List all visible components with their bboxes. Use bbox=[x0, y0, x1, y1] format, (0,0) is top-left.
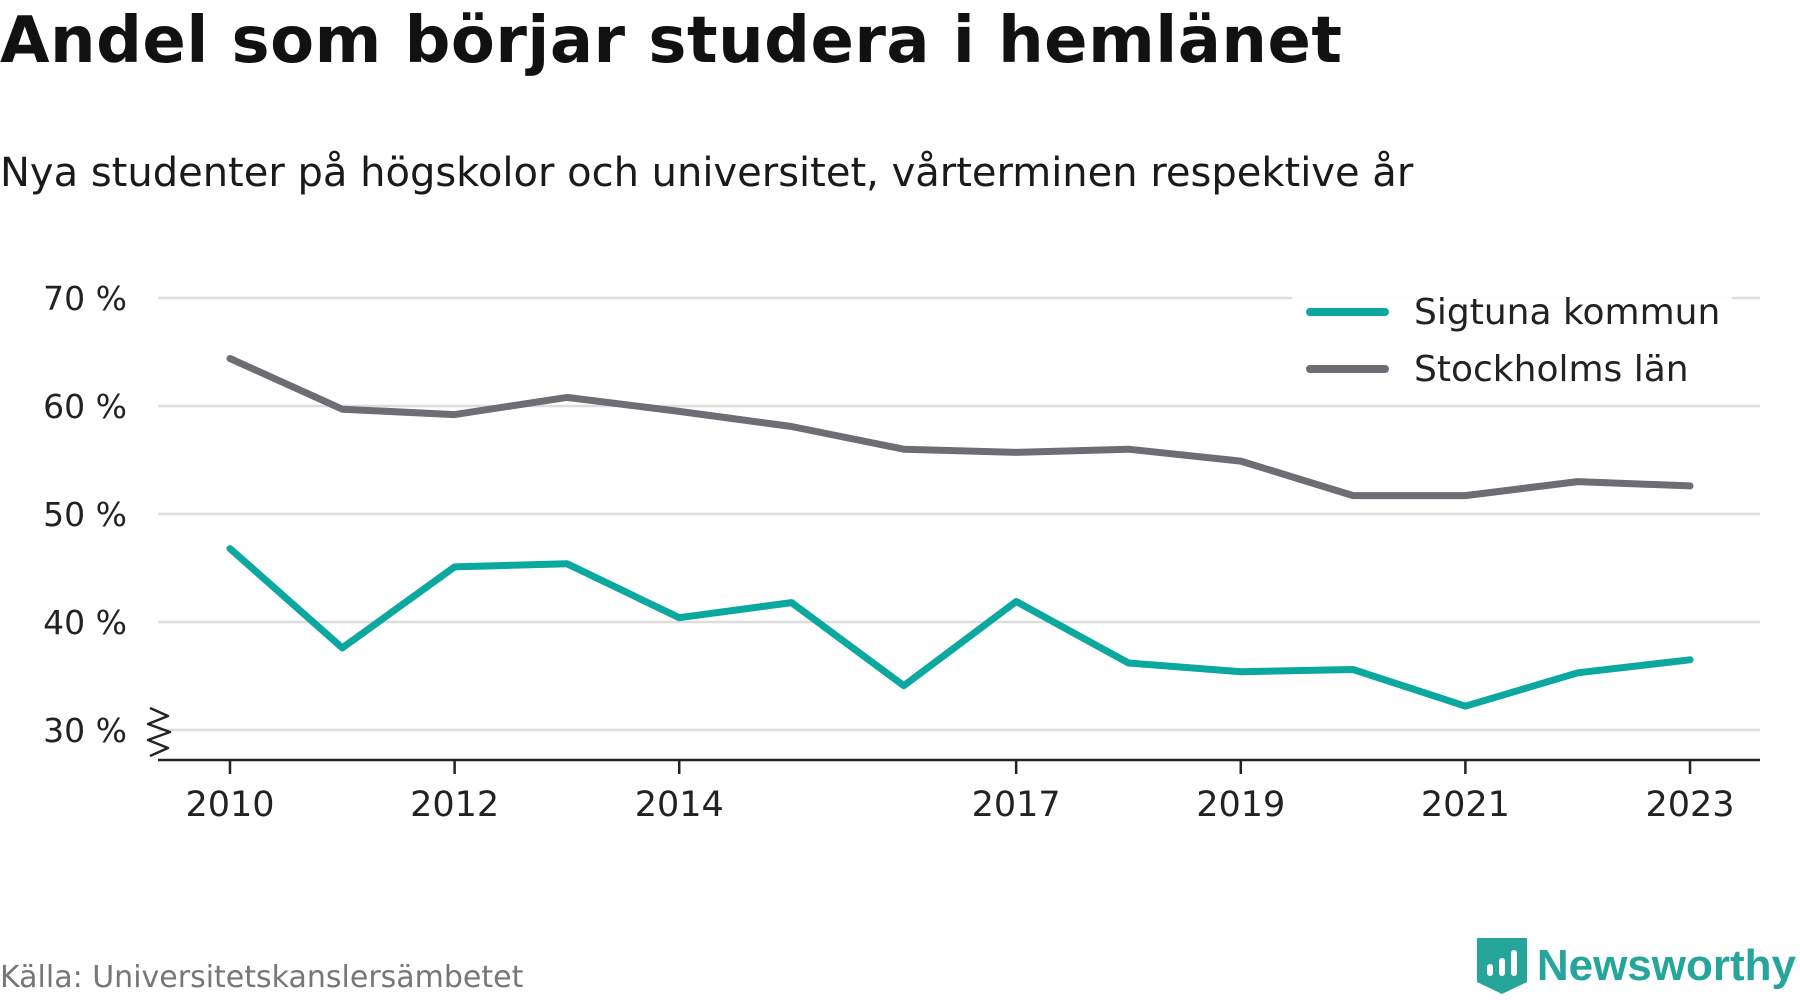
data-point bbox=[1125, 660, 1131, 666]
series-lines bbox=[226, 355, 1694, 710]
data-point bbox=[1125, 446, 1131, 452]
legend: Sigtuna kommun Stockholms län bbox=[1292, 282, 1732, 404]
x-tick-label: 2012 bbox=[410, 785, 499, 825]
data-point bbox=[1462, 703, 1468, 709]
data-point bbox=[1238, 458, 1244, 464]
data-point bbox=[901, 446, 907, 452]
data-point bbox=[1575, 479, 1581, 485]
x-tick-label: 2021 bbox=[1421, 785, 1510, 825]
series-line-1 bbox=[226, 355, 1694, 500]
data-point bbox=[676, 615, 682, 621]
data-point bbox=[1462, 493, 1468, 499]
data-point bbox=[1350, 667, 1356, 673]
y-axis-ticks: 30 % 40 % 50 % 60 % 70 % bbox=[43, 279, 172, 758]
data-point bbox=[1238, 669, 1244, 675]
data-point bbox=[564, 394, 570, 400]
data-point bbox=[227, 546, 233, 552]
data-point bbox=[1687, 657, 1693, 663]
y-tick-label: 40 % bbox=[43, 603, 127, 642]
brand-logo: Newsworthy bbox=[1476, 938, 1796, 994]
data-point bbox=[676, 408, 682, 414]
x-tick-label: 2023 bbox=[1645, 785, 1734, 825]
data-point bbox=[452, 564, 458, 570]
axis-break-icon bbox=[146, 706, 172, 758]
y-tick-label: 60 % bbox=[43, 387, 127, 426]
data-point bbox=[1013, 449, 1019, 455]
legend-label: Stockholms län bbox=[1414, 349, 1689, 390]
x-tick-label: 2014 bbox=[635, 785, 724, 825]
chart-subtitle: Nya studenter på högskolor och universit… bbox=[0, 150, 1414, 196]
legend-box bbox=[1292, 282, 1732, 404]
y-tick-label: 50 % bbox=[43, 495, 127, 534]
data-point bbox=[1575, 670, 1581, 676]
data-point bbox=[789, 600, 795, 606]
data-point bbox=[1350, 493, 1356, 499]
y-tick-label: 30 % bbox=[43, 711, 127, 750]
newsworthy-logo-icon bbox=[1476, 938, 1527, 994]
x-tick-label: 2019 bbox=[1196, 785, 1285, 825]
y-tick-label: 70 % bbox=[43, 279, 127, 318]
series-line-0 bbox=[226, 545, 1694, 710]
x-tick-label: 2017 bbox=[972, 785, 1061, 825]
brand-name: Newsworthy bbox=[1536, 941, 1796, 990]
data-point bbox=[339, 406, 345, 412]
data-point bbox=[452, 412, 458, 418]
data-point bbox=[339, 645, 345, 651]
data-point bbox=[789, 424, 795, 430]
legend-label: Sigtuna kommun bbox=[1414, 292, 1720, 333]
data-point bbox=[1687, 483, 1693, 489]
x-tick-label: 2010 bbox=[185, 785, 274, 825]
source-note: Källa: Universitetskanslersämbetet bbox=[0, 960, 524, 995]
x-axis-ticks: 2010 2012 2014 2017 2019 2021 2023 bbox=[185, 760, 1735, 825]
data-point bbox=[564, 561, 570, 567]
data-point bbox=[227, 355, 233, 361]
data-point bbox=[1013, 598, 1019, 604]
chart-title: Andel som börjar studera i hemlänet bbox=[0, 4, 1343, 78]
data-point bbox=[901, 683, 907, 689]
